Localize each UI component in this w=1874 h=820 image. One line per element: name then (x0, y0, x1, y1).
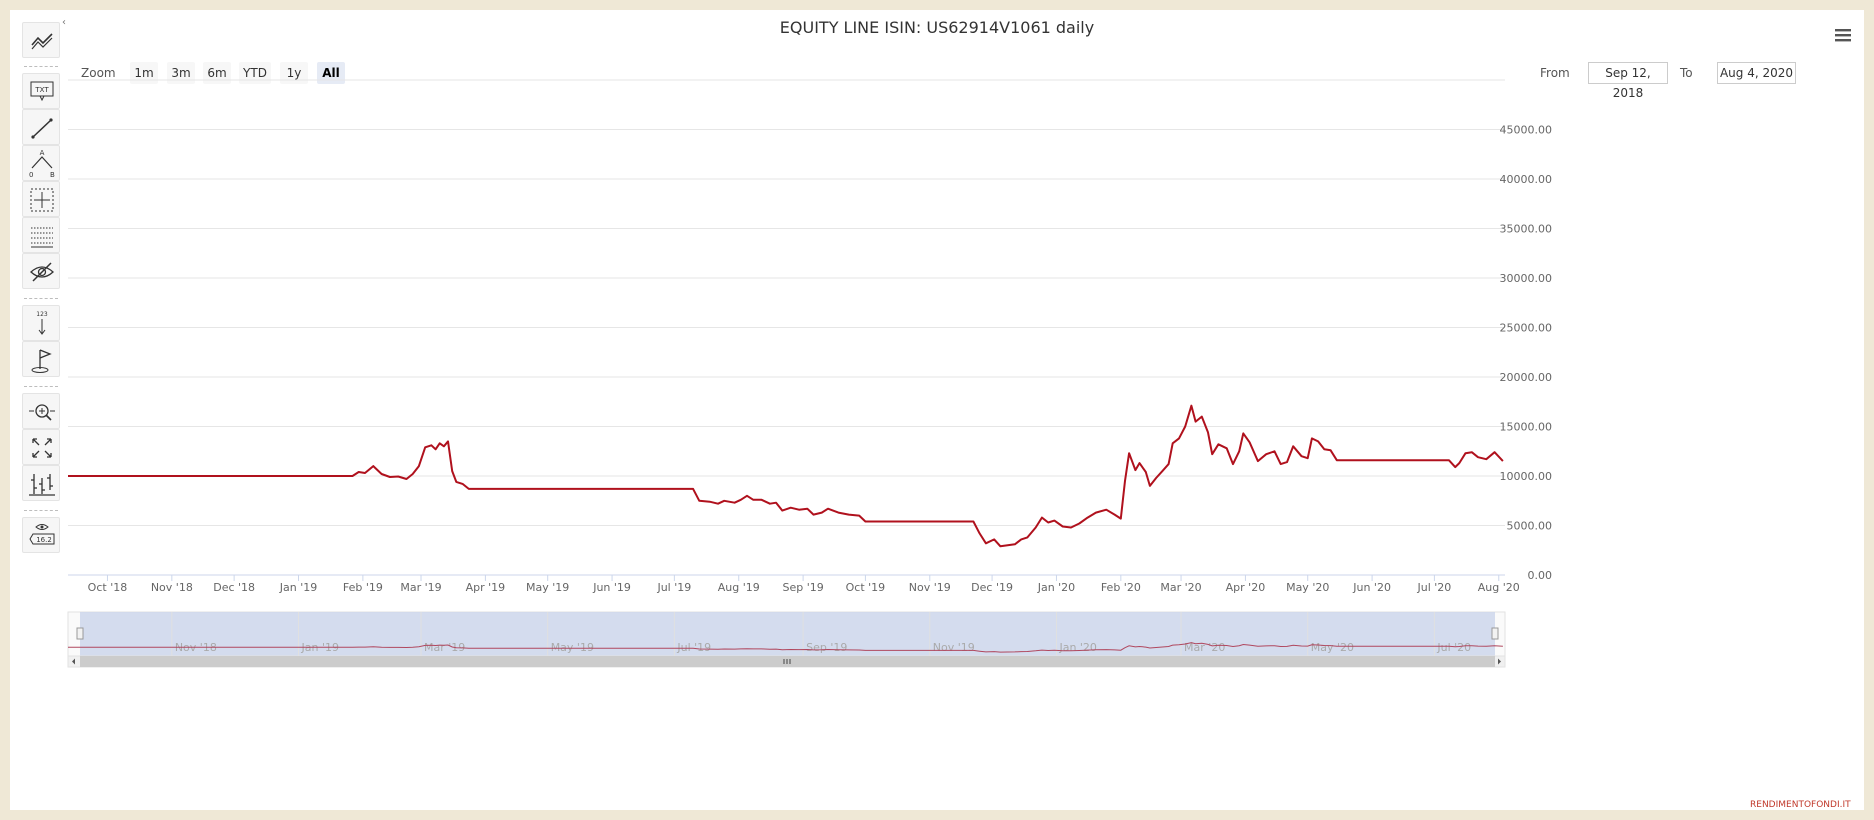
y-tick-label: 5000.00 (1507, 520, 1553, 533)
scroll-right-arrow-icon[interactable] (1498, 658, 1501, 665)
x-tick-label: Jan '19 (279, 581, 317, 594)
line-segment-icon[interactable] (22, 109, 60, 145)
toolbar-collapse-icon[interactable]: ‹ (62, 17, 66, 28)
hide-annotations-icon[interactable] (22, 253, 60, 289)
navigator-left-handle[interactable] (76, 627, 84, 640)
price-label-value: 16.2 (36, 536, 52, 544)
y-tick-label: 30000.00 (1500, 272, 1553, 285)
crosshair-icon[interactable] (22, 181, 60, 217)
navigator-tick-label: Nov '19 (933, 641, 975, 654)
fullscreen-icon[interactable] (22, 429, 60, 465)
navigator-tick-label: Mar '20 (1184, 641, 1225, 654)
ohlc-icon[interactable] (22, 465, 60, 501)
chart-title: EQUITY LINE ISIN: US62914V1061 daily (779, 18, 1095, 37)
to-label: To (1680, 66, 1693, 80)
y-tick-label: 15000.00 (1500, 421, 1553, 434)
navigator-axis: Nov '18 Jan '19 Mar '19 May '19 Jul '19 Sep '… (171, 612, 1471, 656)
x-tick-label: Aug '19 (718, 581, 760, 594)
navigator-line (68, 642, 1503, 653)
navigator-tick-label: Jul '19 (676, 641, 711, 654)
measure-icon[interactable]: 123 (22, 305, 60, 341)
chart-plot: 0.00 5000.00 10000.00 15000.00 20000.00 25000… (67, 79, 1553, 668)
y-tick-label: 45000.00 (1500, 124, 1553, 137)
navigator-tick-label: May '19 (551, 641, 594, 654)
y-tick-label: 25000.00 (1500, 322, 1553, 335)
y-tick-label: 0.00 (1528, 569, 1553, 582)
x-tick-label: May '19 (526, 581, 569, 594)
x-tick-label: Dec '19 (971, 581, 1013, 594)
scrollbar-grip-icon (783, 659, 791, 664)
navigator-right-handle[interactable] (1491, 627, 1499, 640)
x-tick-label: Mar '19 (400, 581, 441, 594)
credits-link[interactable]: RENDIMENTOFONDI.IT (1750, 800, 1851, 810)
drawing-toolbar: ‹ TXT A 0 B (10, 10, 75, 670)
x-tick-label: Apr '19 (466, 581, 506, 594)
fib-b-label: B (50, 171, 55, 179)
y-tick-label: 10000.00 (1500, 470, 1553, 483)
zoom-1y-button[interactable]: 1y (280, 62, 308, 84)
x-tick-label: Sep '19 (782, 581, 823, 594)
x-tick-label: Feb '19 (343, 581, 383, 594)
navigator: Nov '18 Jan '19 Mar '19 May '19 Jul '19 Sep '… (67, 611, 1506, 668)
y-tick-label: 40000.00 (1500, 173, 1553, 186)
zoom-6m-button[interactable]: 6m (203, 62, 231, 84)
from-label: From (1540, 66, 1570, 80)
x-tick-label: Jan '20 (1037, 581, 1075, 594)
horizontal-lines-icon[interactable] (22, 217, 60, 253)
flag-icon[interactable] (22, 341, 60, 377)
navigator-tick-label: Sep '19 (806, 641, 847, 654)
x-tick-label: Jun '19 (592, 581, 631, 594)
zoom-all-button[interactable]: All (317, 62, 345, 84)
navigator-mask[interactable] (80, 612, 1495, 656)
x-tick-label: Jun '20 (1352, 581, 1391, 594)
fib-a-label: A (40, 149, 45, 157)
navigator-tick-label: May '20 (1311, 641, 1354, 654)
x-tick-label: Mar '20 (1160, 581, 1201, 594)
text-annotation-icon[interactable]: TXT (22, 73, 60, 109)
indicators-icon[interactable] (22, 22, 60, 58)
navigator-tick-label: Jul '20 (1436, 641, 1471, 654)
fibonacci-icon[interactable]: A 0 B (22, 145, 60, 181)
scroll-left-arrow-icon[interactable] (72, 658, 75, 665)
x-tick-label: Jul '20 (1416, 581, 1451, 594)
x-axis: Oct '18 Nov '18 Dec '18 Jan '19 Feb '19 Mar '… (88, 575, 1520, 594)
x-tick-label: Aug '20 (1478, 581, 1520, 594)
zoom-1m-button[interactable]: 1m (130, 62, 158, 84)
y-tick-label: 35000.00 (1500, 223, 1553, 236)
x-tick-label: Oct '18 (88, 581, 128, 594)
zoom-3m-button[interactable]: 3m (167, 62, 195, 84)
zoom-ytd-button[interactable]: YTD (239, 62, 271, 84)
navigator-tick-label: Mar '19 (424, 641, 465, 654)
series-line (68, 404, 1504, 548)
x-tick-label: Apr '20 (1226, 581, 1266, 594)
x-tick-label: Jul '19 (656, 581, 691, 594)
hamburger-menu-icon[interactable] (1832, 24, 1854, 46)
measure-label: 123 (36, 311, 48, 318)
text-icon-label: TXT (34, 86, 49, 94)
x-tick-label: Oct '19 (846, 581, 886, 594)
navigator-tick-label: Jan '20 (1058, 641, 1096, 654)
zoom-label: Zoom (81, 66, 116, 80)
y-axis: 0.00 5000.00 10000.00 15000.00 20000.00 25000… (1500, 124, 1553, 583)
to-date-input[interactable]: Aug 4, 2020 (1717, 62, 1796, 84)
grid-lines (68, 79, 1505, 576)
chart-container: ‹ TXT A 0 B (10, 10, 1864, 810)
zoom-icon[interactable] (22, 393, 60, 429)
y-tick-label: 20000.00 (1500, 371, 1553, 384)
x-tick-label: Feb '20 (1101, 581, 1141, 594)
fib-0-label: 0 (29, 171, 33, 179)
x-tick-label: May '20 (1286, 581, 1329, 594)
from-date-input[interactable]: Sep 12, 2018 (1588, 62, 1668, 100)
series-group (68, 404, 1504, 548)
price-label-icon[interactable]: 16.2 (22, 517, 60, 553)
x-tick-label: Dec '18 (213, 581, 255, 594)
x-tick-label: Nov '18 (151, 581, 193, 594)
x-tick-label: Nov '19 (909, 581, 951, 594)
navigator-series (68, 642, 1503, 653)
